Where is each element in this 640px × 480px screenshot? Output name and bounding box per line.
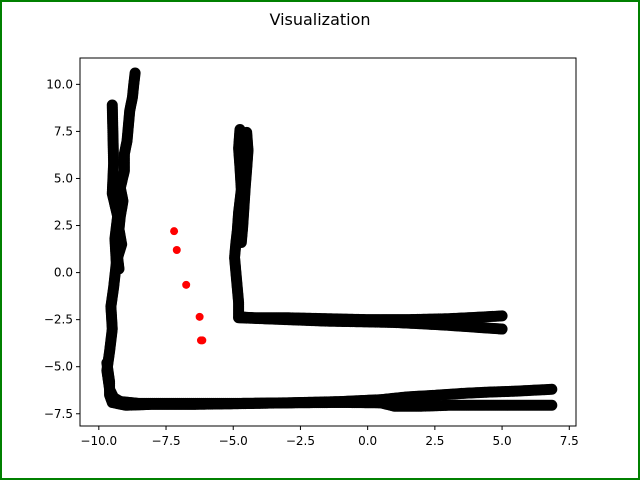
x-tick-label: 2.5 <box>425 434 444 448</box>
y-tick-label: −7.5 <box>44 407 73 421</box>
x-tick-label: 5.0 <box>493 434 512 448</box>
x-tick-label: −2.5 <box>286 434 315 448</box>
series-0 <box>101 67 558 412</box>
x-tick-label: −10.0 <box>80 434 117 448</box>
data-point <box>170 227 179 236</box>
data-point <box>172 246 181 254</box>
data-point <box>546 383 558 395</box>
chart-title: Visualization <box>269 10 371 29</box>
y-tick-label: 7.5 <box>54 124 73 138</box>
x-tick-label: 7.5 <box>560 434 579 448</box>
y-tick-label: 5.0 <box>54 171 73 185</box>
y-tick-label: 10.0 <box>46 77 73 91</box>
data-point <box>198 336 207 345</box>
data-marks <box>101 67 558 412</box>
axis-ticks: −10.0 −7.5 −5.0 −2.5 0.0 2.5 5.0 7.5 −7.5 −5.0 −2.… <box>44 77 579 448</box>
y-tick-label: 0.0 <box>54 266 73 280</box>
data-point <box>195 312 204 321</box>
y-tick-label: 2.5 <box>54 219 73 233</box>
data-point <box>546 399 558 411</box>
data-point <box>182 280 191 289</box>
axes-frame <box>79 57 577 427</box>
y-tick-label: −5.0 <box>44 360 73 374</box>
data-point <box>113 263 125 275</box>
y-tick-label: −2.5 <box>44 313 73 327</box>
x-tick-label: −5.0 <box>219 434 248 448</box>
data-point <box>496 310 508 322</box>
x-tick-label: −7.5 <box>151 434 180 448</box>
data-point <box>496 323 508 335</box>
series-1 <box>170 227 207 345</box>
x-tick-label: 0.0 <box>358 434 377 448</box>
